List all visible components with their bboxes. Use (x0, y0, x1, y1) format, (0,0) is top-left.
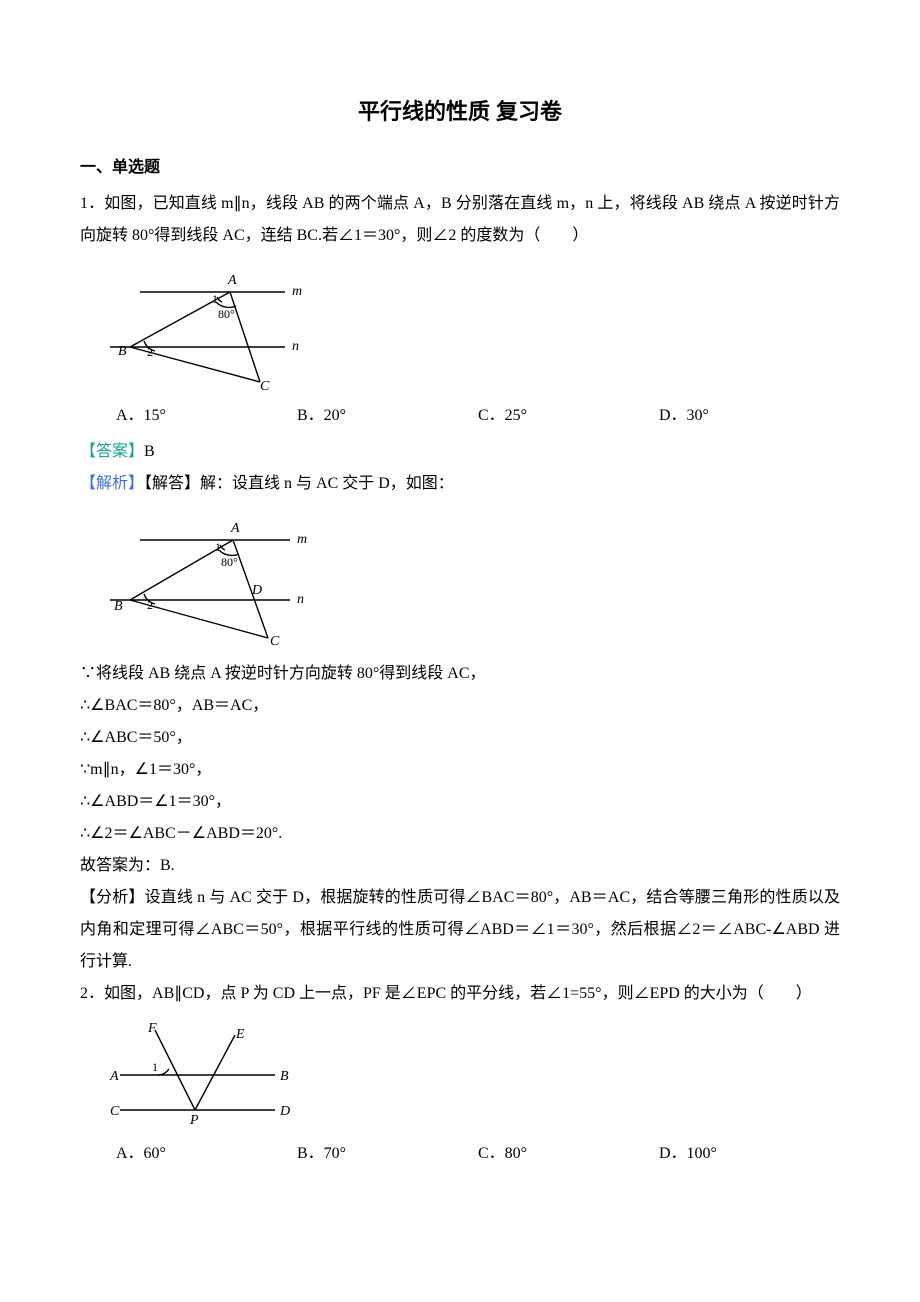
label-ang1: 1 (212, 292, 218, 306)
q1-options: A．15° B．20° C．25° D．30° (116, 400, 840, 432)
q2-label-D: D (279, 1104, 290, 1119)
label2-80: 80° (221, 555, 238, 569)
q2-figure: A B C D F E P 1 (100, 1020, 840, 1130)
label2-m: m (297, 532, 307, 547)
q2-label-P: P (189, 1113, 199, 1128)
label-ang2: 2 (147, 345, 153, 359)
q2-num: 2． (80, 985, 104, 1002)
q2-stem-text: 如图，AB∥CD，点 P 为 CD 上一点，PF 是∠EPC 的平分线，若∠1=… (104, 985, 812, 1002)
explain-label: 【解析】 (80, 475, 144, 492)
q2-stem: 2．如图，AB∥CD，点 P 为 CD 上一点，PF 是∠EPC 的平分线，若∠… (80, 978, 840, 1010)
q1-step-3: ∵m∥n，∠1＝30°， (80, 754, 840, 786)
q2-label-C: C (110, 1104, 120, 1119)
q2-optA: A．60° (116, 1138, 297, 1170)
label2-ang1: 1 (215, 540, 221, 554)
q1-stem: 1．如图，已知直线 m∥n，线段 AB 的两个端点 A，B 分别落在直线 m，n… (80, 188, 840, 252)
q1-step-5: ∴∠2＝∠ABC－∠ABD＝20°. (80, 818, 840, 850)
q1-stem-text: 如图，已知直线 m∥n，线段 AB 的两个端点 A，B 分别落在直线 m，n 上… (80, 195, 840, 244)
answer-value: B (144, 443, 155, 460)
q2-optD: D．100° (659, 1138, 840, 1170)
q1-step-1: ∴∠BAC＝80°，AB＝AC， (80, 690, 840, 722)
q1-num: 1． (80, 195, 104, 212)
label-n: n (292, 339, 299, 354)
label2-D: D (251, 583, 262, 598)
label-A: A (227, 273, 237, 288)
label2-C: C (270, 634, 280, 649)
label-C: C (260, 379, 270, 392)
label-80: 80° (218, 307, 235, 321)
q2-label-A: A (109, 1069, 119, 1084)
q1-figure-1: A B C m n 80° 1 2 (100, 262, 840, 392)
q1-explain-head: 【解析】【解答】解：设直线 n 与 AC 交于 D，如图： (80, 468, 840, 500)
q1-optB: B．20° (297, 400, 478, 432)
q1-step-2: ∴∠ABC＝50°， (80, 722, 840, 754)
q2-label-B: B (280, 1069, 289, 1084)
answer-label: 【答案】 (80, 443, 144, 460)
q1-figure-2: A B C D m n 80° 1 2 (100, 510, 840, 650)
q1-step-6: 故答案为：B. (80, 850, 840, 882)
q2-label-ang1: 1 (152, 1060, 158, 1074)
label2-B: B (114, 599, 123, 614)
q2-options: A．60° B．70° C．80° D．100° (116, 1138, 840, 1170)
explain-head-text: 【解答】解：设直线 n 与 AC 交于 D，如图： (144, 475, 454, 492)
q2-optB: B．70° (297, 1138, 478, 1170)
q1-analysis: 【分析】设直线 n 与 AC 交于 D，根据旋转的性质可得∠BAC＝80°，AB… (80, 882, 840, 978)
q1-step-4: ∴∠ABD＝∠1＝30°， (80, 786, 840, 818)
q2-label-E: E (235, 1027, 245, 1042)
q1-step-0: ∵将线段 AB 绕点 A 按逆时针方向旋转 80°得到线段 AC， (80, 658, 840, 690)
page-title: 平行线的性质 复习卷 (80, 90, 840, 134)
q1-answer: 【答案】B (80, 436, 840, 468)
label2-ang2: 2 (147, 598, 153, 612)
label2-n: n (297, 592, 304, 607)
q2-optC: C．80° (478, 1138, 659, 1170)
label-m: m (292, 284, 302, 299)
section-heading: 一、单选题 (80, 152, 840, 184)
q1-optC: C．25° (478, 400, 659, 432)
q2-label-F: F (147, 1021, 157, 1036)
label2-A: A (230, 521, 240, 536)
q1-optA: A．15° (116, 400, 297, 432)
q1-optD: D．30° (659, 400, 840, 432)
label-B: B (118, 344, 127, 359)
